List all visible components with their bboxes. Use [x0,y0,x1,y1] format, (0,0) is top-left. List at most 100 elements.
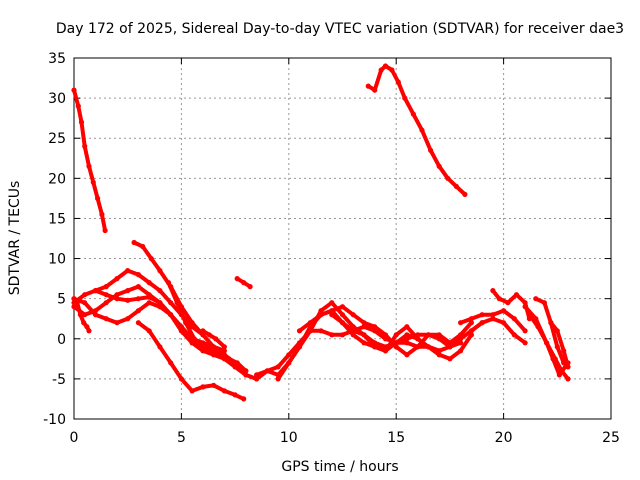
data-point [146,300,152,306]
data-point [350,312,356,318]
data-point [157,300,163,306]
data-point [264,368,270,374]
data-point [382,332,389,338]
data-point [462,191,468,197]
data-point [393,332,399,338]
data-point [458,332,464,338]
data-point [78,119,85,125]
data-point [114,296,120,302]
data-point [402,95,408,101]
y-tick-label: 35 [48,51,66,67]
data-point [168,360,174,366]
data-point [211,344,217,350]
data-point [389,67,395,73]
data-point [522,340,528,346]
x-tick-label: 5 [177,430,186,446]
data-point [243,368,249,374]
data-point [191,336,197,342]
data-point [135,284,141,290]
data-point [361,324,367,330]
data-point [200,384,206,390]
data-point [82,312,88,318]
data-point [243,372,249,378]
data-point [339,332,346,338]
data-point [428,147,434,153]
data-point [125,288,131,294]
data-point [468,328,474,334]
data-point [329,300,335,306]
data-point [365,83,371,89]
data-point [541,300,548,306]
data-point [146,280,152,286]
data-point [189,340,195,346]
data-point [395,79,401,85]
data-point [131,239,137,246]
chart-title: Day 172 of 2025, Sidereal Day-to-day VTE… [56,21,624,37]
data-point [522,328,528,334]
data-point [501,308,507,314]
data-point [436,332,442,338]
data-point [468,332,474,338]
data-point [178,328,184,334]
data-point [183,320,189,326]
data-point [548,320,554,326]
data-point [275,376,281,382]
data-point [559,368,565,374]
y-tick-label: 30 [48,91,66,107]
data-point [382,63,389,69]
data-point [157,268,163,274]
data-point [102,227,108,234]
data-point [552,356,558,362]
data-point [103,292,109,298]
data-point [496,296,502,302]
data-point [479,320,485,326]
data-point [135,272,141,278]
data-point [329,312,335,318]
data-point [447,344,453,350]
data-point [533,296,539,302]
data-point [82,292,88,298]
data-point [174,300,180,306]
data-point [447,340,453,346]
data-point [286,352,292,358]
data-point [84,324,90,330]
data-point [339,312,346,318]
data-point [404,324,410,330]
data-point [404,352,410,358]
data-point [165,280,172,286]
data-point [554,328,560,334]
data-point [71,300,77,306]
data-point [86,163,92,169]
data-point [178,376,184,382]
data-point [372,324,378,330]
data-point [135,308,141,314]
data-point [410,111,416,117]
data-point [226,356,232,362]
data-point [378,67,384,73]
data-point [565,364,571,370]
data-point [479,312,485,318]
data-point [189,320,195,326]
y-ticks: -10 -5 0 5 10 15 20 25 30 35 [43,51,611,428]
data-point [554,344,560,350]
data-point [241,396,247,402]
data-point [157,288,163,294]
data-point [208,348,215,354]
data-point [372,344,378,350]
y-tick-label: 0 [57,332,66,348]
x-ticks: 0 5 10 15 20 25 [70,58,620,446]
data-point [511,332,517,338]
data-point [350,324,356,330]
data-point [522,304,528,310]
data-point [501,320,507,326]
data-point [81,320,87,326]
data-point [318,312,324,318]
data-point [535,324,541,330]
data-point [415,344,421,350]
y-tick-label: 20 [48,171,66,187]
y-axis-label: SDTVAR / TECUs [7,181,23,296]
data-point [92,308,99,314]
data-point [361,340,367,346]
data-point [361,320,367,326]
data-point [490,312,496,318]
